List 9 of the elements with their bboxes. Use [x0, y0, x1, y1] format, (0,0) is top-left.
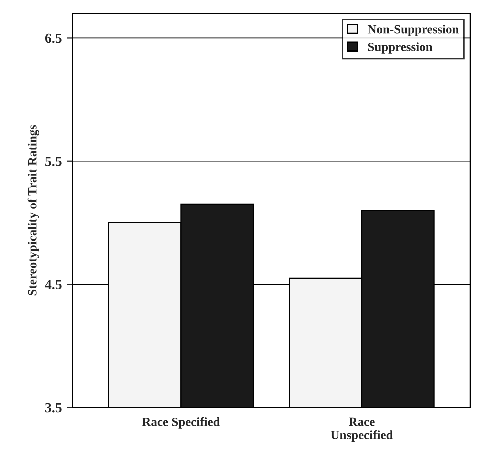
x-tick-label: Race Specified	[142, 417, 220, 429]
legend-label: Suppression	[368, 42, 433, 54]
legend-label: Non-Suppression	[368, 24, 460, 36]
y-tick-label: 3.5	[45, 403, 62, 413]
x-tick-label: Race Unspecified	[331, 418, 394, 442]
y-tick-label: 4.5	[45, 280, 62, 290]
y-tick-label: 5.5	[46, 157, 62, 166]
y-axis-title: Stereotypicality of Trait Ratings	[28, 125, 40, 296]
y-tick-label: 6.5	[45, 34, 62, 44]
